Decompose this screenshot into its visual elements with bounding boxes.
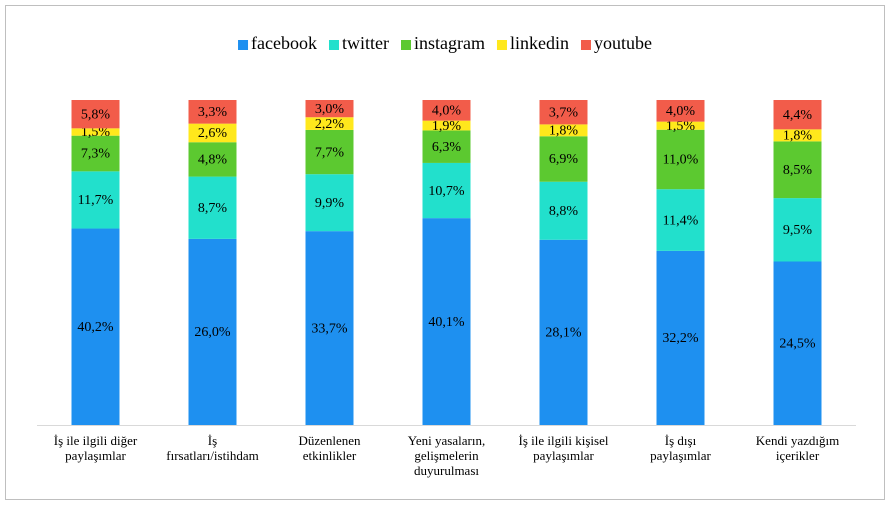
- legend-label: instagram: [414, 33, 485, 53]
- bar-segment: [305, 231, 354, 425]
- x-tick-label: İş ile ilgili diğer paylaşımlar: [53, 433, 138, 463]
- bar-segment: [188, 100, 237, 124]
- data-label: 8,7%: [198, 201, 228, 216]
- bar-segment: [773, 129, 822, 142]
- x-tick-label: Düzenlenen etkinlikler: [298, 433, 361, 463]
- bar-segment: [305, 100, 354, 118]
- data-label: 4,4%: [783, 108, 813, 123]
- data-label: 40,2%: [77, 320, 114, 335]
- bar-segment: [773, 261, 822, 425]
- data-label: 32,2%: [662, 331, 699, 346]
- bar-segment: [656, 250, 705, 425]
- data-label: 3,7%: [549, 105, 579, 120]
- x-tick-label: İş ile ilgili kişisel paylaşımlar: [518, 433, 609, 463]
- data-label: 9,5%: [783, 223, 813, 238]
- x-tick-label: İş fırsatları/istihdam: [166, 433, 259, 463]
- bar-segment: [773, 141, 822, 199]
- bar-segment: [773, 198, 822, 262]
- bar-segment: [71, 100, 120, 129]
- data-label: 28,1%: [545, 326, 582, 341]
- data-label: 1,9%: [432, 119, 462, 134]
- bar-segment: [773, 100, 822, 130]
- legend-swatch: [496, 40, 507, 50]
- data-label: 4,0%: [666, 104, 696, 119]
- bar-segment: [422, 218, 471, 425]
- legend-label: twitter: [342, 33, 389, 53]
- bar-segment: [305, 174, 354, 232]
- x-tick-label: Yeni yasaların, gelişmelerin duyurulması: [407, 433, 486, 478]
- bar-segment: [71, 135, 120, 172]
- bar-segment: [71, 171, 120, 229]
- legend-label: facebook: [251, 33, 317, 53]
- bar-segment: [422, 130, 471, 163]
- bar-segment: [422, 162, 471, 219]
- bar-segment: [539, 100, 588, 125]
- data-label: 6,3%: [432, 140, 462, 155]
- bar-segment: [188, 142, 237, 177]
- bar-segment: [422, 120, 471, 131]
- bar-segment: [71, 228, 120, 425]
- data-label: 1,8%: [783, 129, 813, 144]
- data-label: 4,0%: [432, 104, 462, 119]
- legend-swatch: [238, 40, 249, 50]
- data-label: 2,2%: [315, 117, 345, 132]
- data-label: 2,6%: [198, 126, 228, 141]
- legend-swatch: [328, 40, 339, 50]
- data-label: 24,5%: [779, 336, 816, 351]
- bar-segment: [656, 121, 705, 130]
- data-label: 4,8%: [198, 153, 228, 168]
- x-tick-label: Kendi yazdığım içerikler: [755, 433, 840, 463]
- bar-segment: [188, 176, 237, 239]
- data-label: 11,7%: [78, 193, 114, 208]
- data-label: 1,5%: [666, 119, 696, 134]
- bar-segment: [188, 238, 237, 425]
- data-label: 5,8%: [81, 107, 111, 122]
- data-label: 8,5%: [783, 163, 813, 178]
- bar-segment: [539, 239, 588, 425]
- bar-segment: [422, 100, 471, 121]
- data-label: 3,0%: [315, 102, 345, 117]
- data-label: 11,0%: [663, 153, 699, 168]
- data-label: 26,0%: [194, 325, 231, 340]
- legend-swatch: [400, 40, 411, 50]
- bar-segment: [71, 128, 120, 136]
- x-tick-label: İş dışı paylaşımlar: [650, 433, 711, 463]
- data-label: 7,7%: [315, 145, 345, 160]
- bar-segment: [539, 124, 588, 137]
- bar-segment: [656, 129, 705, 190]
- legend-swatch: [580, 40, 591, 50]
- bar-segment: [188, 123, 237, 143]
- data-label: 8,8%: [549, 204, 579, 219]
- data-label: 40,1%: [428, 315, 465, 330]
- data-label: 9,9%: [315, 196, 345, 211]
- data-label: 1,5%: [81, 125, 111, 140]
- data-label: 10,7%: [428, 184, 465, 199]
- data-label: 6,9%: [549, 152, 579, 167]
- data-label: 33,7%: [311, 321, 348, 336]
- bar-segment: [539, 181, 588, 240]
- bar-segment: [539, 136, 588, 182]
- legend-label: linkedin: [510, 33, 569, 53]
- bar-segment: [305, 129, 354, 175]
- data-label: 11,4%: [663, 213, 699, 228]
- data-label: 3,3%: [198, 105, 228, 120]
- bar-segment: [305, 117, 354, 130]
- bar-segment: [656, 100, 705, 122]
- data-label: 7,3%: [81, 147, 111, 162]
- data-label: 1,8%: [549, 124, 579, 139]
- legend-label: youtube: [594, 33, 652, 53]
- bar-segment: [656, 189, 705, 251]
